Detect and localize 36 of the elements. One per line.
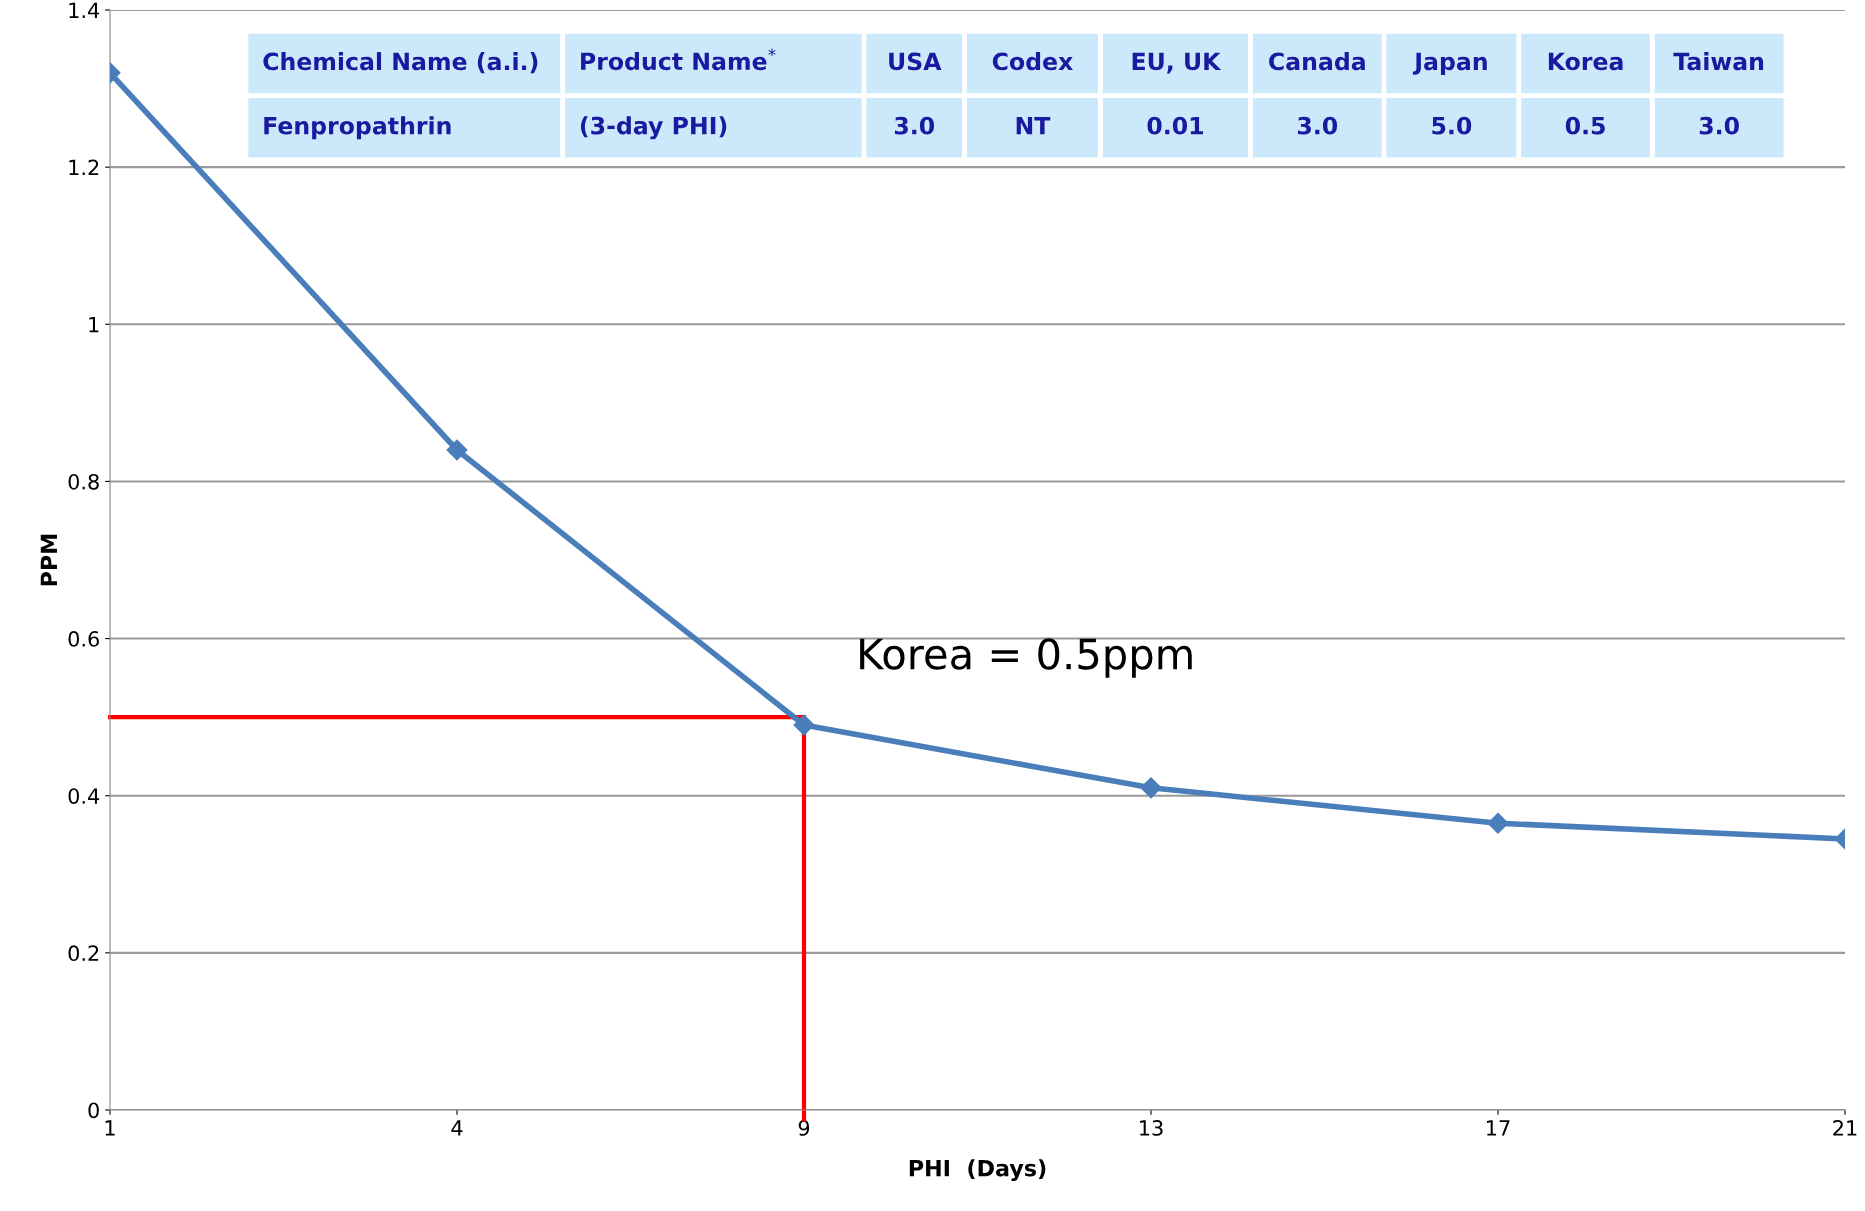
annotation: 3.0 (1297, 116, 1338, 135)
annotation: Product Name$^{*}$ (581, 48, 776, 71)
x-tick-label: 17 (1487, 1120, 1510, 1136)
annotation: 0.5 (1565, 116, 1605, 135)
annotation: 3.0 (894, 116, 935, 135)
annotation: Taiwan (1673, 52, 1764, 71)
y-axis-title: PPM (40, 534, 57, 586)
annotation: EU, UK (1132, 52, 1222, 74)
y-tick-label: 0 (88, 1102, 99, 1119)
annotation: NT (1016, 117, 1051, 135)
annotation: Codex (992, 52, 1073, 71)
y-tick-label: 0.2 (68, 945, 99, 962)
y-tick-label: 0.4 (68, 788, 100, 804)
y-tick-label: 1.4 (69, 2, 100, 18)
y-tick-label: 0.8 (68, 473, 99, 490)
y-tick-label: 1 (89, 317, 99, 333)
point (793, 714, 815, 736)
annotation: Chemical Name (a.i.) (263, 52, 538, 74)
x-tick-label: 4 (451, 1120, 463, 1136)
annotation: 5.0 (1432, 116, 1472, 135)
annotation: (3-day PHI) (580, 116, 727, 140)
annotation: Canada (1269, 52, 1365, 71)
y-tick-label: 1.2 (69, 159, 99, 176)
annotation: Japan (1412, 52, 1487, 75)
x-tick-label: 13 (1140, 1120, 1163, 1136)
annotation: 0.01 (1147, 116, 1203, 135)
ref-line-label: Korea = 0.5ppm (860, 638, 1192, 678)
annotation: USA (889, 52, 942, 71)
annotation: Fenpropathrin (264, 116, 451, 140)
annotation: Korea (1548, 52, 1623, 71)
x-axis-title: PHI (Days) (909, 1159, 1046, 1181)
point (1140, 777, 1162, 799)
x-tick-label: 21 (1833, 1120, 1857, 1136)
annotation: 3.0 (1699, 116, 1739, 135)
y-tick-label: 0.6 (68, 631, 99, 647)
x-tick-label: 1 (105, 1120, 115, 1136)
